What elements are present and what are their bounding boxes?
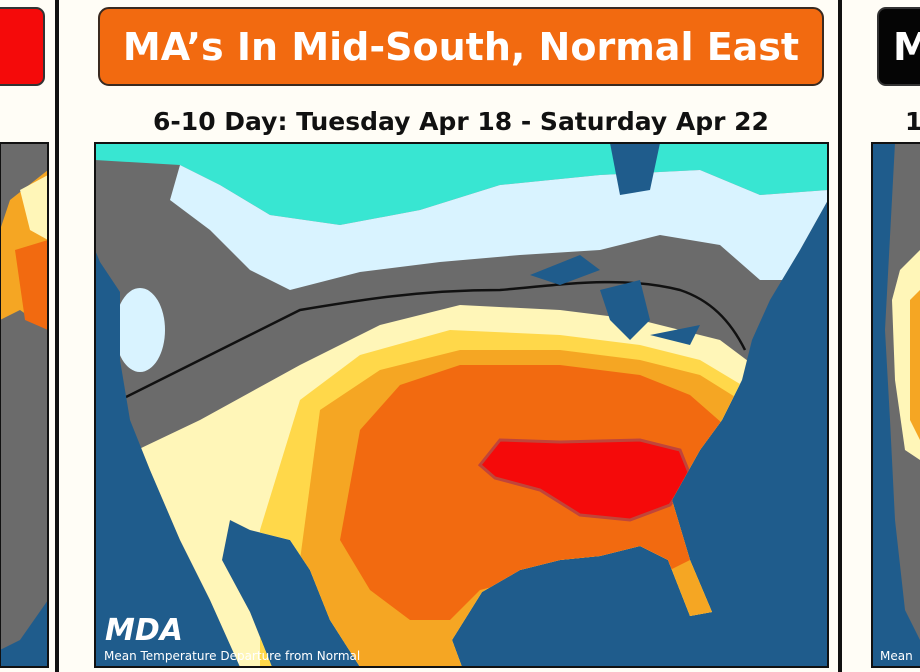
- right-title-box: [877, 7, 920, 86]
- subtitle: 6-10 Day: Tuesday Apr 18 - Saturday Apr …: [153, 107, 769, 136]
- logo: MDA: [105, 613, 183, 648]
- right-title: M: [893, 25, 920, 69]
- map: MDA Mean Temperature Departure from Norm…: [95, 143, 828, 667]
- left-title-box: [0, 7, 45, 86]
- title-box: [98, 7, 824, 86]
- right-subtitle: 1: [905, 107, 920, 136]
- right-map: Mean: [872, 143, 920, 667]
- title: MA’s In Mid-South, Normal East: [123, 25, 799, 69]
- separator: [55, 0, 59, 672]
- right-caption: Mean: [880, 649, 913, 663]
- caption: Mean Temperature Departure from Normal: [104, 649, 360, 663]
- separator: [838, 0, 842, 672]
- left-map: [0, 143, 48, 667]
